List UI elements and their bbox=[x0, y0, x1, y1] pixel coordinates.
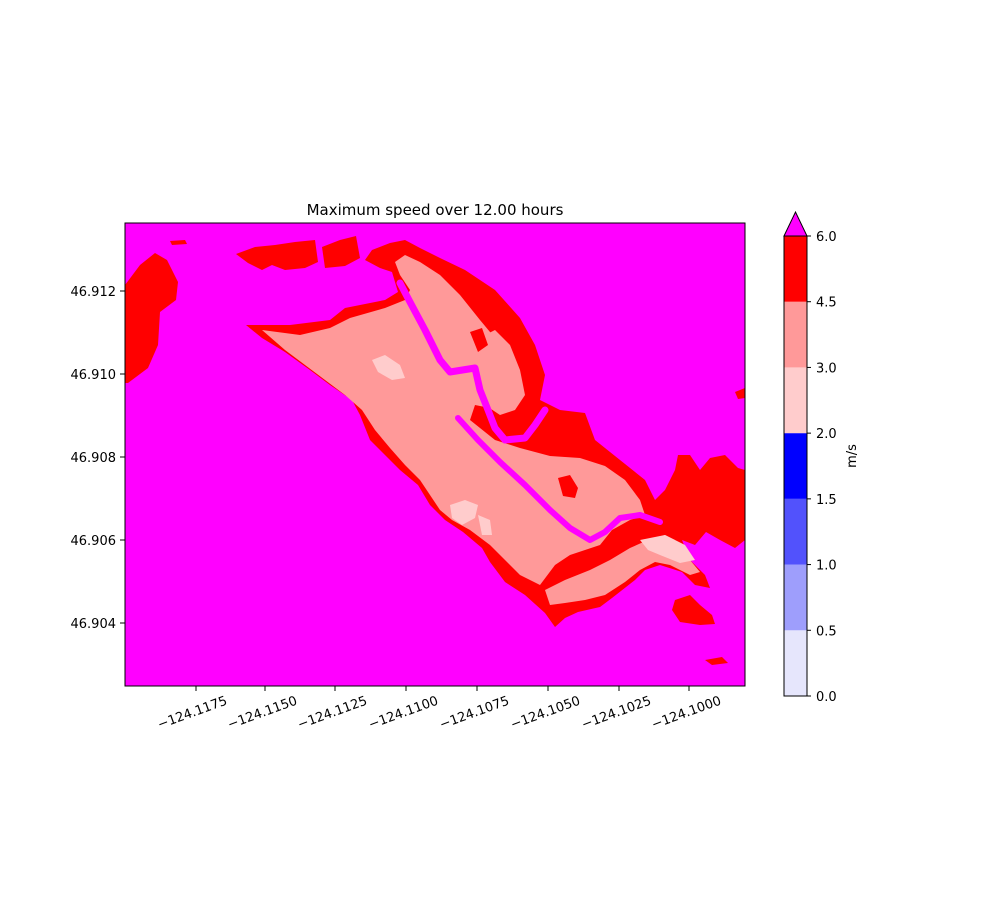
colorbar-segment bbox=[784, 236, 807, 302]
chart-title: Maximum speed over 12.00 hours bbox=[307, 201, 564, 219]
region-red-north-strip bbox=[236, 240, 318, 270]
y-tick-label: 46.908 bbox=[71, 451, 117, 466]
region-red-north-strip-2 bbox=[322, 236, 360, 268]
x-tick-label: −124.1150 bbox=[226, 694, 300, 733]
colorbar-tick-label: 2.0 bbox=[816, 427, 837, 442]
region-red-inner-islet bbox=[558, 475, 578, 498]
x-tick-label: −124.1000 bbox=[650, 694, 724, 733]
colorbar-tick-label: 6.0 bbox=[816, 230, 837, 245]
axes-frame bbox=[124, 222, 746, 687]
x-axis: −124.1175 −124.1150 −124.1125 −124.1100 … bbox=[156, 686, 724, 733]
y-tick-label: 46.912 bbox=[71, 285, 117, 300]
x-tick-label: −124.1100 bbox=[367, 694, 441, 733]
region-lightred-main bbox=[262, 255, 645, 585]
region-pink-patch-3 bbox=[640, 535, 695, 563]
x-tick-label: −124.1125 bbox=[296, 694, 370, 733]
channel-high-speed-south bbox=[455, 415, 663, 543]
colorbar-tick-label: 4.5 bbox=[816, 296, 837, 311]
region-pink-patch-1 bbox=[372, 355, 405, 380]
region-pink-patch-2 bbox=[450, 500, 478, 525]
region-red-southeast-patch bbox=[672, 595, 715, 625]
colorbar-label: m/s bbox=[845, 444, 860, 468]
x-tick-label: −124.1075 bbox=[438, 694, 512, 733]
colorbar-tick-label: 0.5 bbox=[816, 624, 837, 639]
colorbar-tick-label: 3.0 bbox=[816, 361, 837, 376]
region-red-inner-islet-2 bbox=[470, 328, 488, 352]
channel-high-speed bbox=[396, 279, 549, 444]
x-tick-label: −124.1025 bbox=[580, 694, 654, 733]
colorbar-segment bbox=[784, 433, 807, 499]
region-pink-patch-4 bbox=[478, 515, 492, 535]
colorbar-tick-label: 1.5 bbox=[816, 493, 837, 508]
region-red-southeast-fragment bbox=[705, 657, 728, 665]
colorbar-extend-arrow bbox=[783, 210, 808, 237]
y-tick-label: 46.904 bbox=[71, 617, 117, 632]
region-red-north-fragment bbox=[170, 240, 187, 245]
colorbar-tick-label: 0.0 bbox=[816, 690, 837, 705]
region-red-east-fragment bbox=[735, 388, 745, 399]
x-tick-label: −124.1175 bbox=[156, 694, 230, 733]
colorbar-segment bbox=[784, 630, 807, 696]
colorbar-segment bbox=[784, 564, 807, 631]
x-tick-label: −124.1050 bbox=[509, 694, 583, 733]
colorbar: 0.0 0.5 1.0 1.5 2.0 3.0 4.5 6.0 bbox=[783, 210, 837, 705]
colorbar-segment bbox=[784, 301, 807, 368]
colorbar-segment bbox=[784, 498, 807, 565]
y-axis: 46.904 46.906 46.908 46.910 46.912 bbox=[71, 285, 125, 632]
region-lightred-northeast-lobe bbox=[475, 330, 525, 415]
colorbar-segment bbox=[784, 367, 807, 434]
region-red-northwest bbox=[125, 253, 178, 383]
colorbar-tick-label: 1.0 bbox=[816, 559, 837, 574]
y-tick-label: 46.910 bbox=[71, 368, 117, 383]
colorbar-outline bbox=[783, 235, 808, 697]
y-tick-label: 46.906 bbox=[71, 534, 117, 549]
plot-area bbox=[125, 223, 745, 686]
